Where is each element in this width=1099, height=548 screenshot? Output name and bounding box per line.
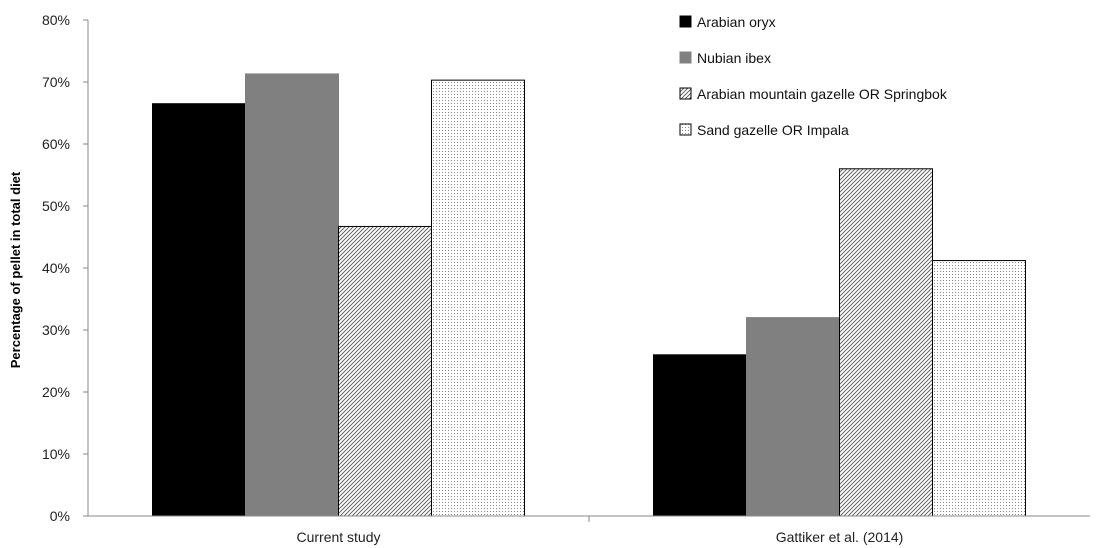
y-axis-title: Percentage of pellet in total diet — [8, 171, 23, 368]
y-axis-ticks: 0% 10% 20% 30% 40% 50% 60% 70% 80% — [42, 12, 88, 524]
x-axis-ticks: Current study Gattiker et al. (2014) — [296, 516, 903, 545]
x-tick-label: Current study — [296, 529, 380, 545]
legend: Arabian oryx Nubian ibex Arabian mountain … — [679, 14, 948, 138]
y-tick-label: 40% — [42, 260, 70, 276]
legend-label: Sand gazelle OR Impala — [697, 122, 849, 138]
y-tick-label: 60% — [42, 136, 70, 152]
legend-label: Arabian mountain gazelle OR Springbok — [697, 86, 948, 102]
bar — [839, 168, 933, 517]
bar — [653, 354, 747, 517]
bar — [932, 260, 1026, 517]
bar — [152, 103, 246, 517]
bar — [431, 79, 525, 517]
y-tick-label: 50% — [42, 198, 70, 214]
x-tick-label: Gattiker et al. (2014) — [776, 529, 904, 545]
legend-label: Arabian oryx — [697, 14, 776, 30]
legend-label: Nubian ibex — [697, 50, 771, 66]
legend-swatch — [679, 123, 692, 136]
y-tick-label: 30% — [42, 322, 70, 338]
y-tick-label: 20% — [42, 384, 70, 400]
bar — [746, 317, 840, 517]
y-tick-label: 80% — [42, 12, 70, 28]
legend-swatch — [679, 15, 692, 28]
y-tick-label: 10% — [42, 446, 70, 462]
bar — [245, 73, 339, 517]
legend-swatch — [679, 51, 692, 64]
y-tick-label: 0% — [50, 508, 70, 524]
bar — [338, 225, 432, 517]
bars-group — [152, 73, 1026, 517]
legend-swatch — [679, 87, 692, 100]
y-tick-label: 70% — [42, 74, 70, 90]
